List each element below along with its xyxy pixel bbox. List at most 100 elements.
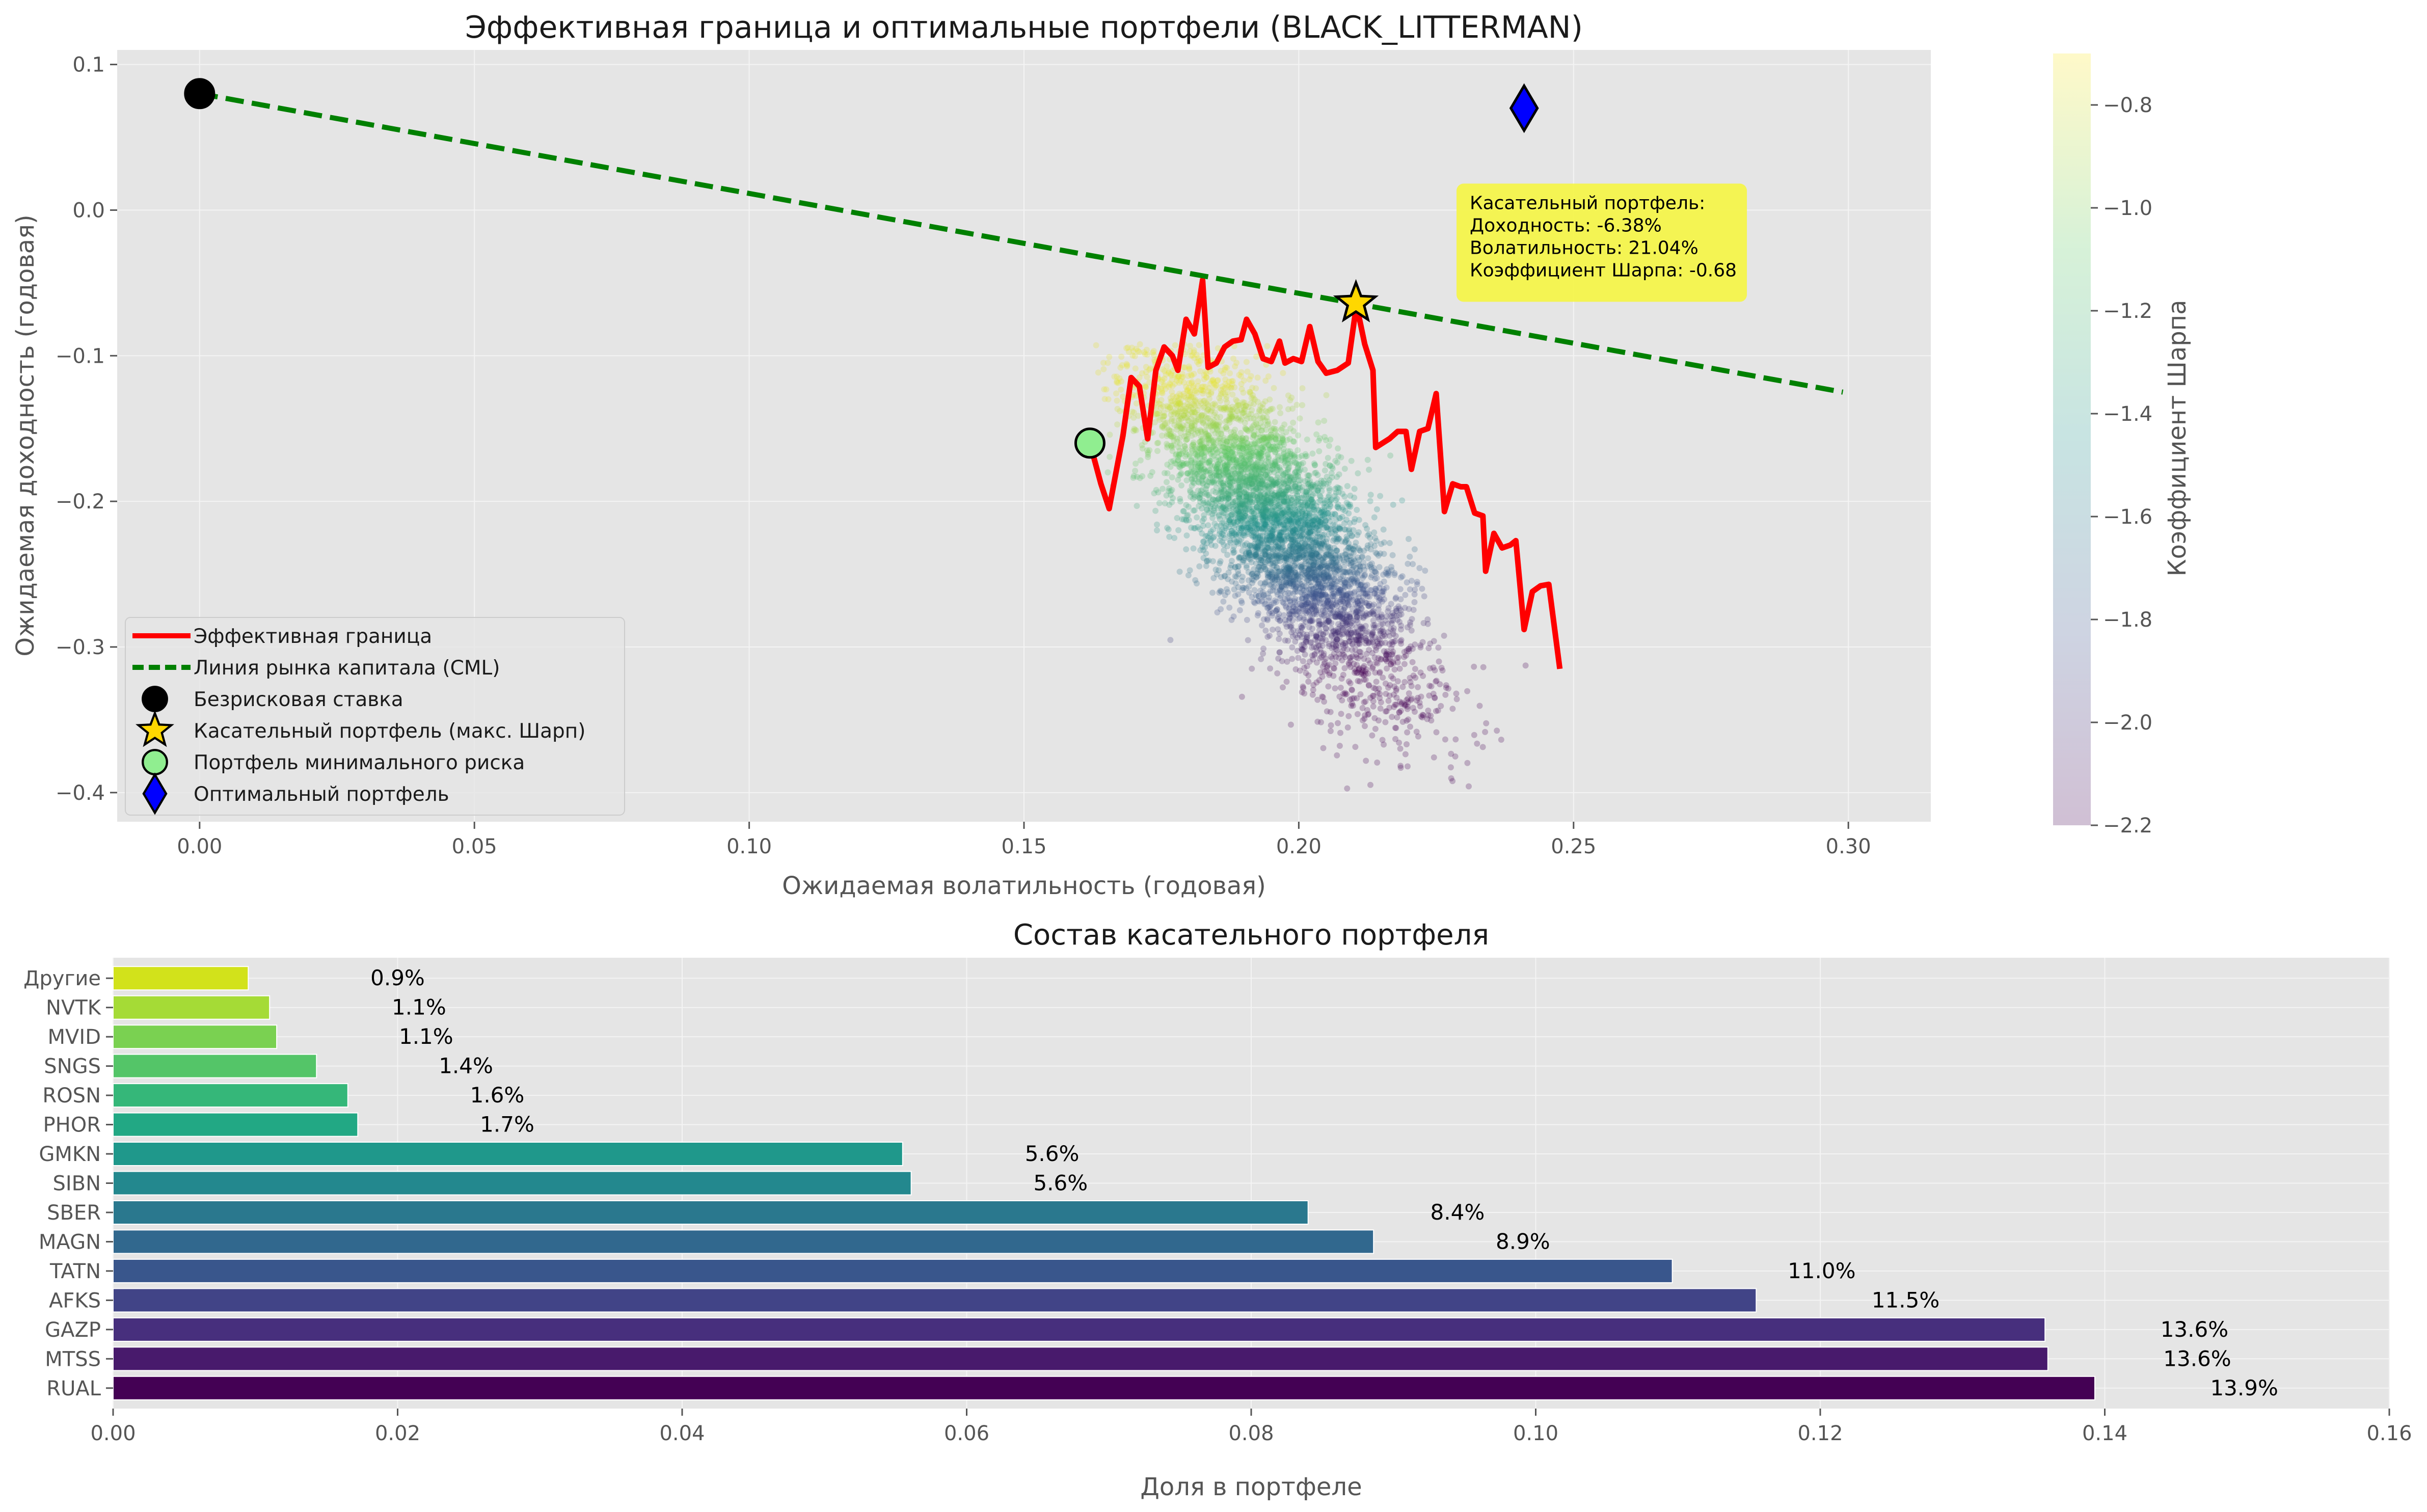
random-portfolio-point — [1417, 642, 1424, 649]
random-portfolio-point — [1233, 574, 1240, 580]
random-portfolio-point — [1154, 440, 1161, 446]
random-portfolio-point — [1366, 467, 1372, 473]
random-portfolio-point — [1387, 682, 1393, 688]
random-portfolio-point — [1170, 408, 1177, 414]
random-portfolio-point — [1292, 526, 1299, 533]
random-portfolio-point — [1276, 439, 1283, 446]
random-portfolio-point — [1223, 496, 1230, 503]
random-portfolio-point — [1293, 517, 1300, 524]
random-portfolio-point — [1285, 456, 1291, 463]
random-portfolio-point — [1271, 536, 1277, 543]
random-portfolio-point — [1297, 505, 1303, 512]
random-portfolio-point — [1212, 382, 1219, 389]
random-portfolio-point — [1186, 402, 1193, 409]
random-portfolio-point — [1340, 593, 1347, 600]
random-portfolio-point — [1268, 406, 1274, 412]
random-portfolio-point — [1410, 705, 1416, 711]
random-portfolio-point — [1341, 466, 1348, 472]
random-portfolio-point — [1155, 440, 1162, 446]
random-portfolio-point — [1262, 508, 1269, 515]
random-portfolio-point — [1253, 574, 1260, 581]
random-portfolio-point — [1270, 587, 1276, 593]
random-portfolio-point — [1292, 638, 1299, 645]
random-portfolio-point — [1244, 440, 1250, 446]
random-portfolio-point — [1205, 437, 1212, 443]
random-portfolio-point — [1301, 690, 1308, 697]
random-portfolio-point — [1271, 443, 1277, 449]
random-portfolio-point — [1225, 485, 1231, 492]
random-portfolio-point — [1201, 466, 1207, 472]
random-portfolio-point — [1278, 457, 1285, 464]
random-portfolio-point — [1232, 475, 1238, 482]
random-portfolio-point — [1356, 529, 1362, 535]
random-portfolio-point — [1261, 547, 1268, 554]
random-portfolio-point — [1381, 741, 1387, 748]
random-portfolio-point — [1336, 535, 1342, 542]
random-portfolio-point — [1359, 554, 1365, 560]
random-portfolio-point — [1258, 471, 1264, 477]
random-portfolio-point — [1266, 552, 1273, 559]
random-portfolio-point — [1169, 474, 1175, 480]
random-portfolio-point — [1374, 614, 1381, 620]
random-portfolio-point — [1341, 493, 1348, 500]
random-portfolio-point — [1205, 534, 1212, 541]
random-portfolio-point — [1282, 596, 1288, 603]
random-portfolio-point — [1341, 616, 1347, 623]
random-portfolio-point — [1201, 467, 1207, 473]
random-portfolio-point — [1180, 462, 1186, 468]
frontier-y-axis-label: Ожидаемая доходность (годовая) — [11, 214, 40, 656]
random-portfolio-point — [1268, 476, 1275, 482]
random-portfolio-point — [1317, 497, 1324, 503]
random-portfolio-point — [1337, 597, 1344, 603]
random-portfolio-point — [1322, 518, 1329, 524]
random-portfolio-point — [1286, 575, 1293, 581]
random-portfolio-point — [1212, 402, 1219, 409]
random-portfolio-point — [1265, 421, 1272, 427]
random-portfolio-point — [1179, 415, 1185, 421]
random-portfolio-point — [1308, 583, 1315, 589]
random-portfolio-point — [1342, 551, 1349, 557]
random-portfolio-point — [1227, 537, 1233, 544]
tangency-annotation: Касательный портфель:Доходность: -6.38%В… — [1457, 183, 1747, 302]
random-portfolio-point — [1230, 406, 1236, 413]
random-portfolio-point — [1128, 344, 1135, 351]
random-portfolio-point — [1258, 538, 1265, 545]
random-portfolio-point — [1357, 691, 1364, 697]
random-portfolio-point — [1225, 505, 1232, 512]
random-portfolio-point — [1194, 427, 1201, 434]
random-portfolio-point — [1293, 488, 1300, 495]
random-portfolio-point — [1263, 536, 1270, 543]
random-portfolio-point — [1279, 510, 1285, 517]
random-portfolio-point — [1257, 493, 1263, 500]
random-portfolio-point — [1205, 435, 1211, 441]
random-portfolio-point — [1216, 511, 1223, 518]
random-portfolio-point — [1362, 599, 1369, 606]
random-portfolio-point — [1320, 483, 1326, 490]
random-portfolio-point — [1200, 398, 1207, 404]
random-portfolio-point — [1334, 603, 1340, 609]
random-portfolio-point — [1343, 592, 1350, 599]
random-portfolio-point — [1343, 591, 1350, 598]
random-portfolio-point — [1256, 511, 1263, 518]
random-portfolio-point — [1293, 583, 1300, 590]
random-portfolio-point — [1275, 655, 1282, 662]
random-portfolio-point — [1320, 480, 1327, 487]
random-portfolio-point — [1296, 545, 1303, 551]
random-portfolio-point — [1178, 482, 1184, 489]
random-portfolio-point — [1349, 622, 1355, 629]
random-portfolio-point — [1399, 497, 1406, 504]
random-portfolio-point — [1222, 469, 1229, 476]
random-portfolio-point — [1185, 373, 1192, 379]
random-portfolio-point — [1328, 496, 1335, 503]
random-portfolio-point — [1214, 609, 1221, 616]
random-portfolio-point — [1304, 608, 1311, 614]
random-portfolio-point — [1289, 537, 1296, 544]
random-portfolio-point — [1357, 614, 1363, 621]
random-portfolio-point — [1272, 511, 1278, 518]
random-portfolio-point — [1258, 502, 1265, 508]
random-portfolio-point — [1269, 434, 1275, 441]
random-portfolio-point — [1332, 613, 1338, 619]
random-portfolio-point — [1168, 418, 1175, 424]
random-portfolio-point — [1290, 582, 1297, 588]
random-portfolio-point — [1301, 548, 1308, 554]
